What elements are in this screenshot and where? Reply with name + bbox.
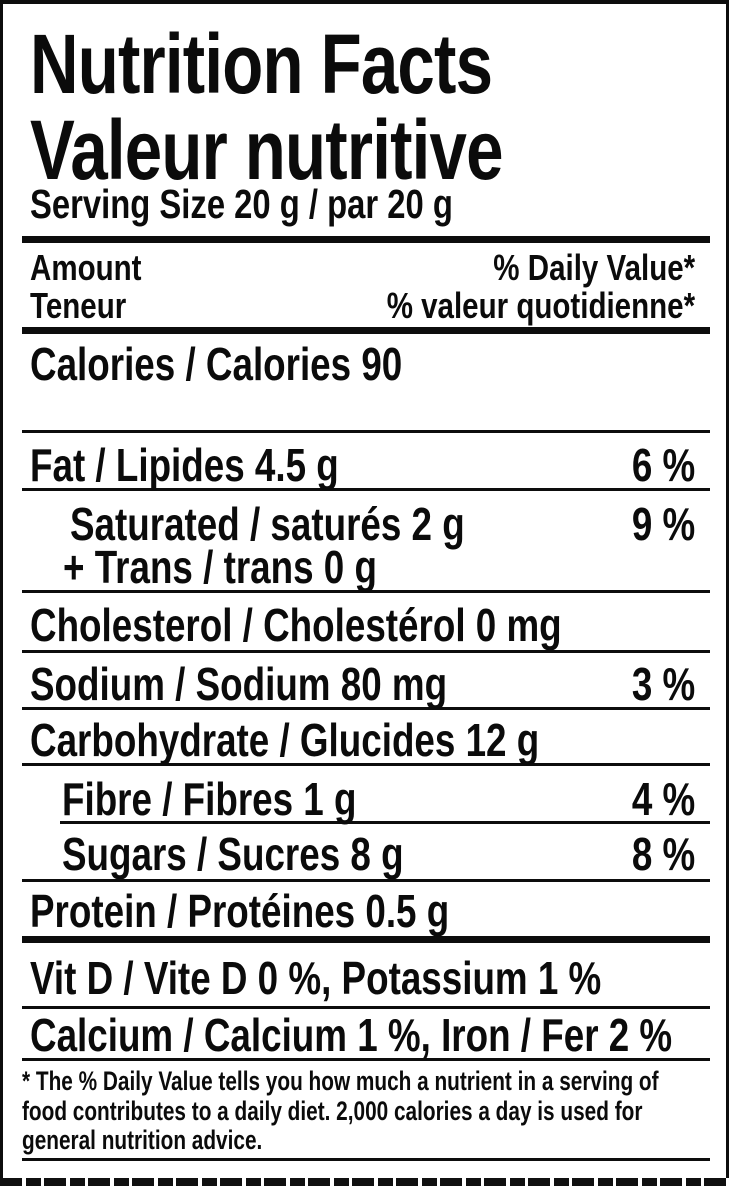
header-daily-value-en: % Daily Value* [493,247,695,288]
header-row-fr: Teneur % valeur quotidienne* [22,287,710,325]
divider-thick-top [22,236,710,243]
header-amount-fr: Teneur [30,285,127,326]
micronutrient-row-calcium-iron: Calcium / Calcium 1 %, Iron / Fer 2 % [22,1009,710,1058]
serving-size-text: Serving Size 20 g / par 20 g [30,181,453,227]
divider-thin-6 [22,763,710,766]
cholesterol-label: Cholesterol / Cholestérol 0 mg [30,599,562,651]
saturated-daily-value: 9 % [631,498,695,550]
divider-thin-indented [60,821,710,824]
divider-thin-9 [22,1058,710,1061]
sugars-daily-value: 8 % [631,828,695,880]
calories-spacer [22,387,710,430]
divider-thin-8 [22,1006,710,1009]
nutrient-row-fibre: Fibre / Fibres 1 g 4 % [22,766,710,825]
divider-thin-7 [22,879,710,882]
title-en: Nutrition Facts [22,17,710,111]
calories-text: Calories / Calories 90 [30,338,403,390]
fat-label: Fat / Lipides 4.5 g [30,439,339,491]
divider-thick-bottom [22,936,710,943]
footnote-line-1: * The % Daily Value tells you how much a… [22,1066,659,1096]
footnote-line-2: food contributes to a daily diet. 2,000 … [22,1095,643,1126]
saturated-trans-labels: Saturated / saturés 2 g + Trans / trans … [30,498,563,593]
saturated-label: Saturated / saturés 2 g [70,498,465,550]
nutrient-row-sugars: Sugars / Sucres 8 g 8 % [22,824,710,879]
header-daily-value-fr: % valeur quotidienne* [386,285,695,326]
header-amount-en: Amount [30,247,142,288]
vitd-potassium-label: Vit D / Vite D 0 %, Potassium 1 % [30,952,602,1004]
fibre-daily-value: 4 % [631,773,695,825]
sodium-daily-value: 3 % [631,658,695,710]
carbohydrate-label: Carbohydrate / Glucides 12 g [30,714,540,766]
serving-size: Serving Size 20 g / par 20 g [22,181,710,227]
divider-thin-2 [22,488,710,491]
fibre-label: Fibre / Fibres 1 g [62,773,357,825]
nutrient-row-saturated-trans: Saturated / saturés 2 g + Trans / trans … [22,491,710,590]
daily-value-footnote: * The % Daily Value tells you how much a… [22,1061,710,1158]
divider-thin-footer [22,1157,710,1161]
nutrient-row-cholesterol: Cholesterol / Cholestérol 0 mg [22,593,710,650]
sodium-label: Sodium / Sodium 80 mg [30,658,448,710]
trans-label: + Trans / trans 0 g [63,541,377,593]
cropped-print-strip [0,1178,729,1186]
footnote-line-3: general nutrition advice. [22,1125,263,1155]
title-fr: Valeur nutritive [22,103,710,197]
title-fr-text: Valeur nutritive [30,103,503,197]
title-en-text: Nutrition Facts [30,17,493,111]
micronutrient-row-vitd-potassium: Vit D / Vite D 0 %, Potassium 1 % [22,943,710,1006]
nutrient-row-sodium: Sodium / Sodium 80 mg 3 % [22,653,710,707]
divider-thin-5 [22,707,710,710]
divider-thin-1 [22,430,710,433]
nutrient-row-fat: Fat / Lipides 4.5 g 6 % [22,433,710,488]
divider-thin-3 [22,590,710,593]
nutrient-row-protein: Protein / Protéines 0.5 g [22,882,710,936]
header-row-en: Amount % Daily Value* [22,249,710,287]
sugars-label: Sugars / Sucres 8 g [62,828,404,880]
protein-label: Protein / Protéines 0.5 g [30,885,450,937]
fat-daily-value: 6 % [631,439,695,491]
divider-thin-4 [22,650,710,653]
divider-thick-header [22,327,710,334]
calories-row: Calories / Calories 90 [22,334,710,387]
calcium-iron-label: Calcium / Calcium 1 %, Iron / Fer 2 % [30,1009,673,1061]
nutrient-row-carbohydrate: Carbohydrate / Glucides 12 g [22,710,710,763]
